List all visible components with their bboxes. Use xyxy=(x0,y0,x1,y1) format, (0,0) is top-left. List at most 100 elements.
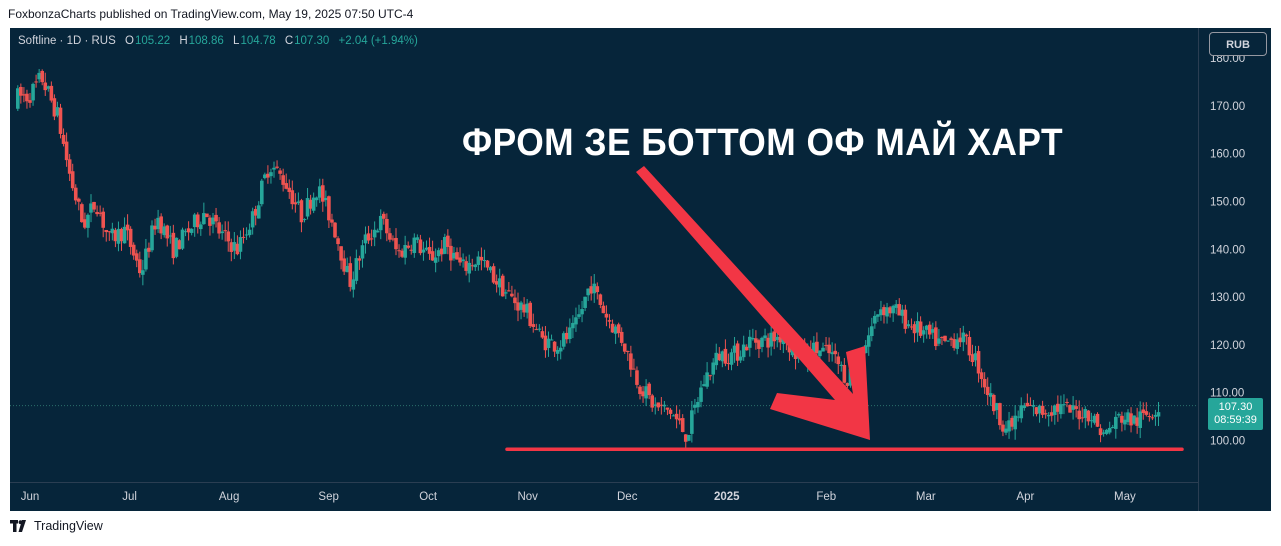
candle-body xyxy=(1053,405,1057,415)
candle-body xyxy=(1135,417,1139,426)
candle-body xyxy=(403,245,407,258)
candle-body xyxy=(882,307,886,316)
close-label: C xyxy=(284,35,294,47)
candle-body xyxy=(1071,405,1075,410)
y-tick-label: 100.00 xyxy=(1210,436,1245,448)
candle-body xyxy=(616,324,621,334)
candle-body xyxy=(931,329,935,333)
candle-body xyxy=(949,338,953,340)
candle-body xyxy=(943,335,947,341)
candle-body xyxy=(229,242,234,252)
candle-body xyxy=(290,190,295,205)
candle-body xyxy=(52,98,57,117)
candle-body xyxy=(519,302,523,310)
candle-body xyxy=(726,363,731,365)
candle-body xyxy=(879,309,883,316)
candle-body xyxy=(772,331,776,342)
candle-body xyxy=(211,217,215,225)
candle-body xyxy=(665,407,670,410)
candle-body xyxy=(452,252,456,259)
candle-body xyxy=(613,326,618,334)
y-tick-label: 130.00 xyxy=(1210,292,1245,304)
candle-body xyxy=(446,235,450,247)
last-price-value: 107.30 xyxy=(1218,401,1253,413)
candle-body xyxy=(31,83,35,101)
candle-body xyxy=(604,313,609,318)
candle-body xyxy=(244,234,249,236)
candle-body xyxy=(1120,415,1124,423)
candle-body xyxy=(696,402,700,408)
candle-body xyxy=(830,352,834,355)
candle-body xyxy=(314,197,319,201)
candle-body xyxy=(610,323,615,333)
candle-body xyxy=(159,216,163,234)
candle-body xyxy=(543,335,548,351)
candle-body xyxy=(1010,417,1014,427)
candle-body xyxy=(296,201,301,204)
candle-body xyxy=(656,402,661,408)
candle-body xyxy=(900,309,905,316)
candle-body xyxy=(144,248,148,270)
currency-button[interactable]: RUB xyxy=(1209,32,1267,56)
candle-body xyxy=(842,365,847,383)
x-tick-label: Jul xyxy=(122,491,137,503)
candle-body xyxy=(577,314,581,317)
candle-body xyxy=(443,236,447,254)
tradingview-logo-icon xyxy=(10,520,26,532)
candle-body xyxy=(458,257,462,263)
candle-body xyxy=(427,246,432,254)
candle-body xyxy=(92,201,96,210)
candle-body xyxy=(1110,426,1115,428)
candle-body xyxy=(647,383,651,396)
candle-body xyxy=(1083,409,1088,418)
candle-body xyxy=(870,326,874,337)
candle-body xyxy=(1126,412,1130,423)
chart-panel[interactable]: 100.00 110.00 120.00 130.00 140.00 150.00 160.… xyxy=(10,28,1271,511)
candle-body xyxy=(705,372,709,387)
bar-countdown: 08:59:39 xyxy=(1214,414,1257,426)
candle-body xyxy=(1098,428,1103,436)
candle-body xyxy=(345,265,349,273)
candle-body xyxy=(333,222,337,238)
candle-body xyxy=(400,250,404,257)
candle-body xyxy=(748,336,752,348)
candle-body xyxy=(311,197,316,211)
last-price-tag: 107.30 08:59:39 xyxy=(1208,398,1263,430)
candle-body xyxy=(677,418,682,421)
close-value: 107.30 xyxy=(294,35,330,47)
candle-body xyxy=(64,141,69,161)
candle-body xyxy=(568,327,572,339)
symbol-label[interactable]: Softline · 1D · RUS xyxy=(18,35,116,47)
candle-body xyxy=(680,418,685,432)
candle-body xyxy=(220,231,224,234)
candle-body xyxy=(1028,404,1033,406)
candle-body xyxy=(125,224,130,231)
candle-body xyxy=(504,292,508,294)
candle-body xyxy=(815,341,819,354)
candle-body xyxy=(391,238,395,240)
candle-body xyxy=(327,196,331,221)
candle-body xyxy=(263,174,267,179)
candle-body xyxy=(162,226,166,236)
candle-body xyxy=(317,186,322,198)
candle-body xyxy=(915,321,920,333)
candle-body xyxy=(260,180,264,205)
candle-body xyxy=(690,410,694,434)
annotation-headline: ФРОМ ЗЕ БОТТОМ ОФ МАЙ ХАРТ xyxy=(462,122,1063,164)
candle-body xyxy=(952,339,956,348)
candle-body xyxy=(561,333,566,347)
candle-body xyxy=(415,237,420,240)
candle-body xyxy=(537,328,542,330)
price-chart[interactable]: 100.00 110.00 120.00 130.00 140.00 150.00 160.… xyxy=(10,28,1271,511)
candle-body xyxy=(293,202,298,205)
candle-body xyxy=(818,350,822,357)
candle-body xyxy=(760,337,764,347)
candle-body xyxy=(141,270,145,275)
y-tick-label: 110.00 xyxy=(1210,388,1244,400)
candle-body xyxy=(638,386,642,395)
candle-body xyxy=(491,266,496,283)
candle-body xyxy=(272,167,276,170)
footer-brand[interactable]: TradingView xyxy=(10,519,103,533)
x-tick-label: Nov xyxy=(517,491,538,503)
candle-body xyxy=(467,262,471,274)
